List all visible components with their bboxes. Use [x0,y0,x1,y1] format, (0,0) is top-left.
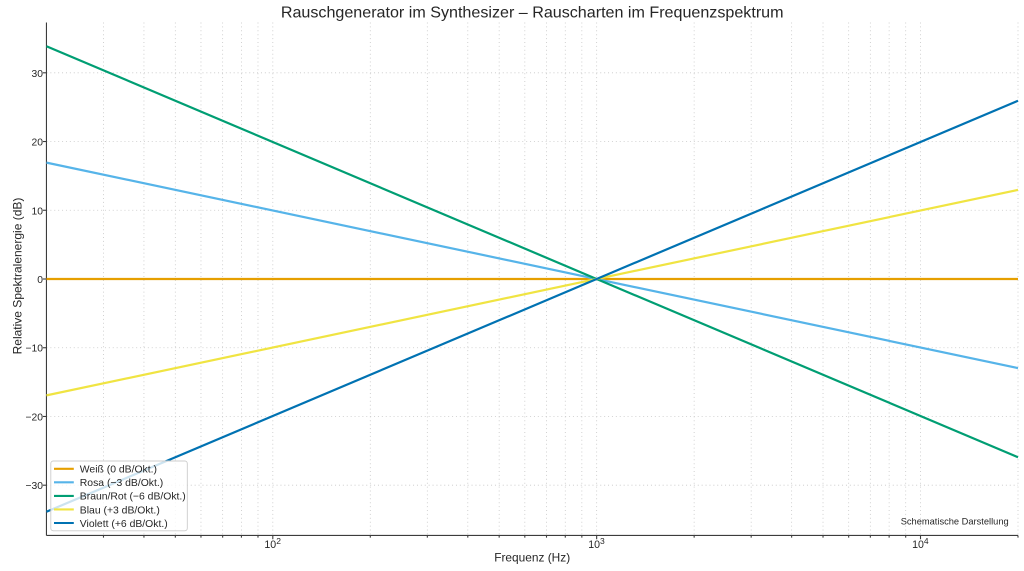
svg-text:Schematische Darstellung: Schematische Darstellung [901,516,1009,526]
svg-text:Relative Spektralenergie (dB): Relative Spektralenergie (dB) [11,198,25,355]
svg-text:30: 30 [32,69,44,80]
svg-text:−30: −30 [26,481,44,492]
svg-text:10: 10 [32,206,44,217]
svg-text:Braun/Rot (−6 dB/Okt.): Braun/Rot (−6 dB/Okt.) [80,492,186,503]
svg-text:−20: −20 [26,412,44,423]
svg-text:Violett (+6 dB/Okt.): Violett (+6 dB/Okt.) [80,519,168,530]
svg-text:Rosa (−3 dB/Okt.): Rosa (−3 dB/Okt.) [80,478,163,489]
svg-text:0: 0 [37,275,43,286]
svg-text:Frequenz (Hz): Frequenz (Hz) [494,551,570,565]
svg-text:Weiß (0 dB/Okt.): Weiß (0 dB/Okt.) [80,465,157,476]
svg-text:Rauschgenerator im Synthesizer: Rauschgenerator im Synthesizer – Rauscha… [281,4,784,22]
svg-text:−10: −10 [26,344,44,355]
svg-text:20: 20 [32,138,44,149]
svg-text:Blau (+3 dB/Okt.): Blau (+3 dB/Okt.) [80,505,160,516]
